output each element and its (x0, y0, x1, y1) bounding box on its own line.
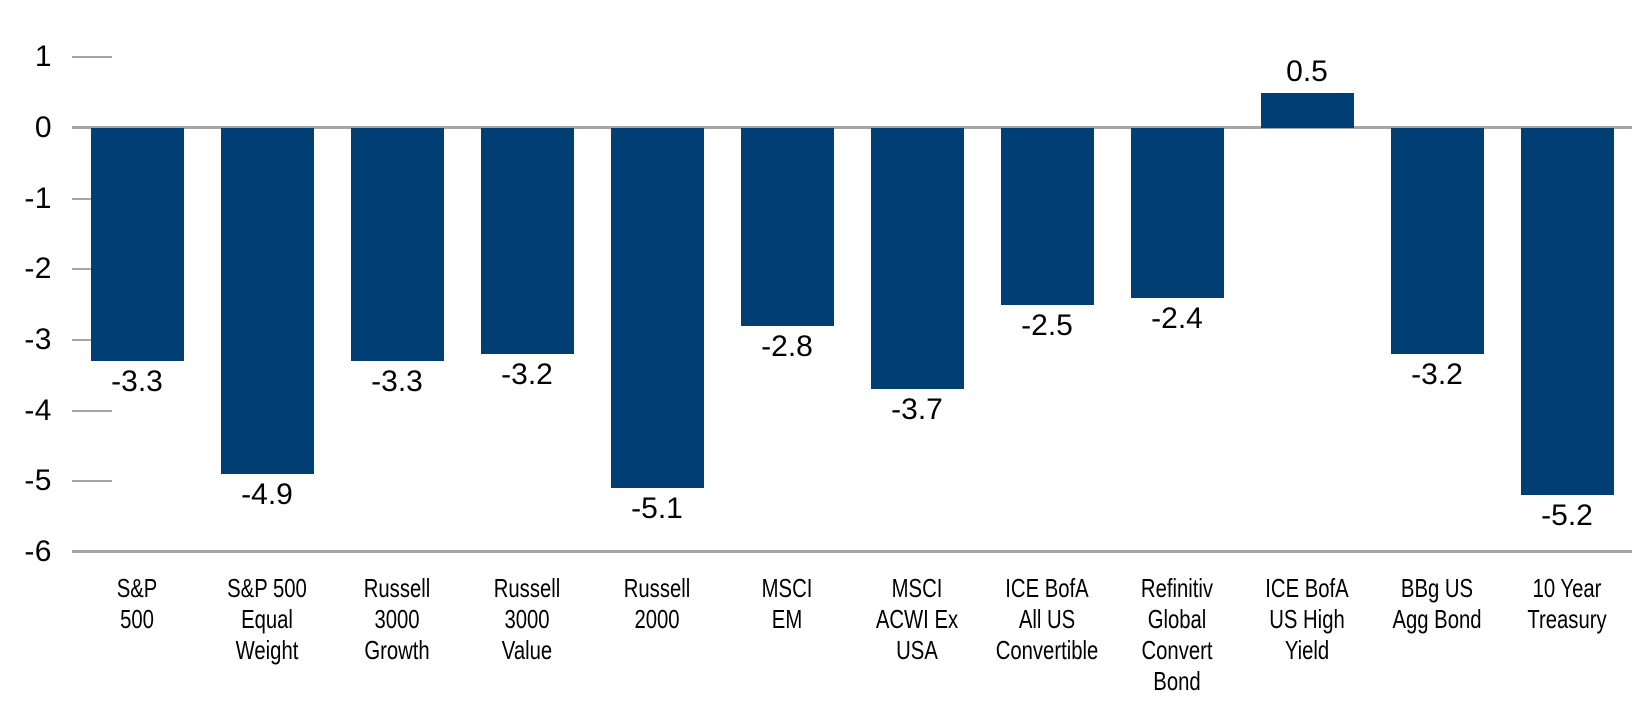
bar-value-label: -2.5 (1021, 308, 1073, 342)
x-axis-category-label: S&P 500 (116, 573, 158, 634)
bar (480, 128, 574, 355)
bar-value-label: 0.5 (1286, 54, 1328, 88)
bar (350, 128, 444, 362)
x-axis-category-label: ICE BofA US High Yield (1265, 573, 1349, 665)
bar-value-label: -3.3 (111, 365, 163, 399)
bar-value-label: -3.3 (371, 365, 423, 399)
y-axis-tick-label: -3 (24, 323, 52, 356)
bar (740, 128, 834, 326)
bar-value-label: -2.4 (1151, 301, 1203, 335)
bar (1260, 92, 1354, 128)
bar (870, 128, 964, 390)
bar-value-label: -4.9 (241, 478, 293, 512)
bar-value-label: -3.7 (891, 393, 943, 427)
bar (1130, 128, 1224, 298)
y-axis-tick (72, 409, 112, 412)
bar (90, 128, 184, 362)
bar-value-label: -2.8 (761, 329, 813, 363)
bar-value-label: -3.2 (501, 358, 553, 392)
y-axis-tick-label: -6 (24, 535, 52, 569)
bar-value-label: -5.2 (1541, 499, 1593, 533)
x-axis-category-label: MSCI EM (761, 573, 813, 634)
y-axis-tick (72, 56, 112, 59)
y-axis-tick-label: 1 (34, 40, 52, 74)
bar (610, 128, 704, 489)
x-axis-category-label: BBg US Agg Bond (1392, 573, 1482, 634)
bar (1390, 128, 1484, 355)
x-axis-category-label: Russell 3000 Growth (363, 573, 431, 665)
bar-value-label: -3.2 (1411, 358, 1463, 392)
x-axis-category-label: 10 Year Treasury (1527, 573, 1607, 634)
bar (220, 128, 314, 475)
x-axis-category-label: Russell 3000 Value (493, 573, 561, 665)
y-axis-tick-label: 0 (34, 111, 52, 144)
y-axis-tick (72, 480, 112, 483)
x-axis-line (72, 550, 1632, 554)
zero-axis-line (72, 126, 1632, 129)
x-axis-category-label: Russell 2000 (623, 573, 691, 634)
bar (1520, 128, 1614, 496)
x-axis-category-label: S&P 500 Equal Weight (227, 573, 307, 665)
x-axis-category-label: ICE BofA All US Convertible (995, 573, 1099, 665)
y-axis-tick-label: -2 (24, 252, 52, 286)
y-axis-tick-label: -1 (24, 181, 52, 215)
x-axis-category-label: MSCI ACWI Ex USA (875, 573, 959, 665)
y-axis-tick-label: -4 (24, 393, 52, 427)
bar-value-label: -5.1 (631, 492, 683, 526)
x-axis-category-label: Refinitiv Global Convert Bond (1140, 573, 1214, 696)
y-axis-tick-label: -5 (24, 464, 52, 498)
bar (1000, 128, 1094, 305)
